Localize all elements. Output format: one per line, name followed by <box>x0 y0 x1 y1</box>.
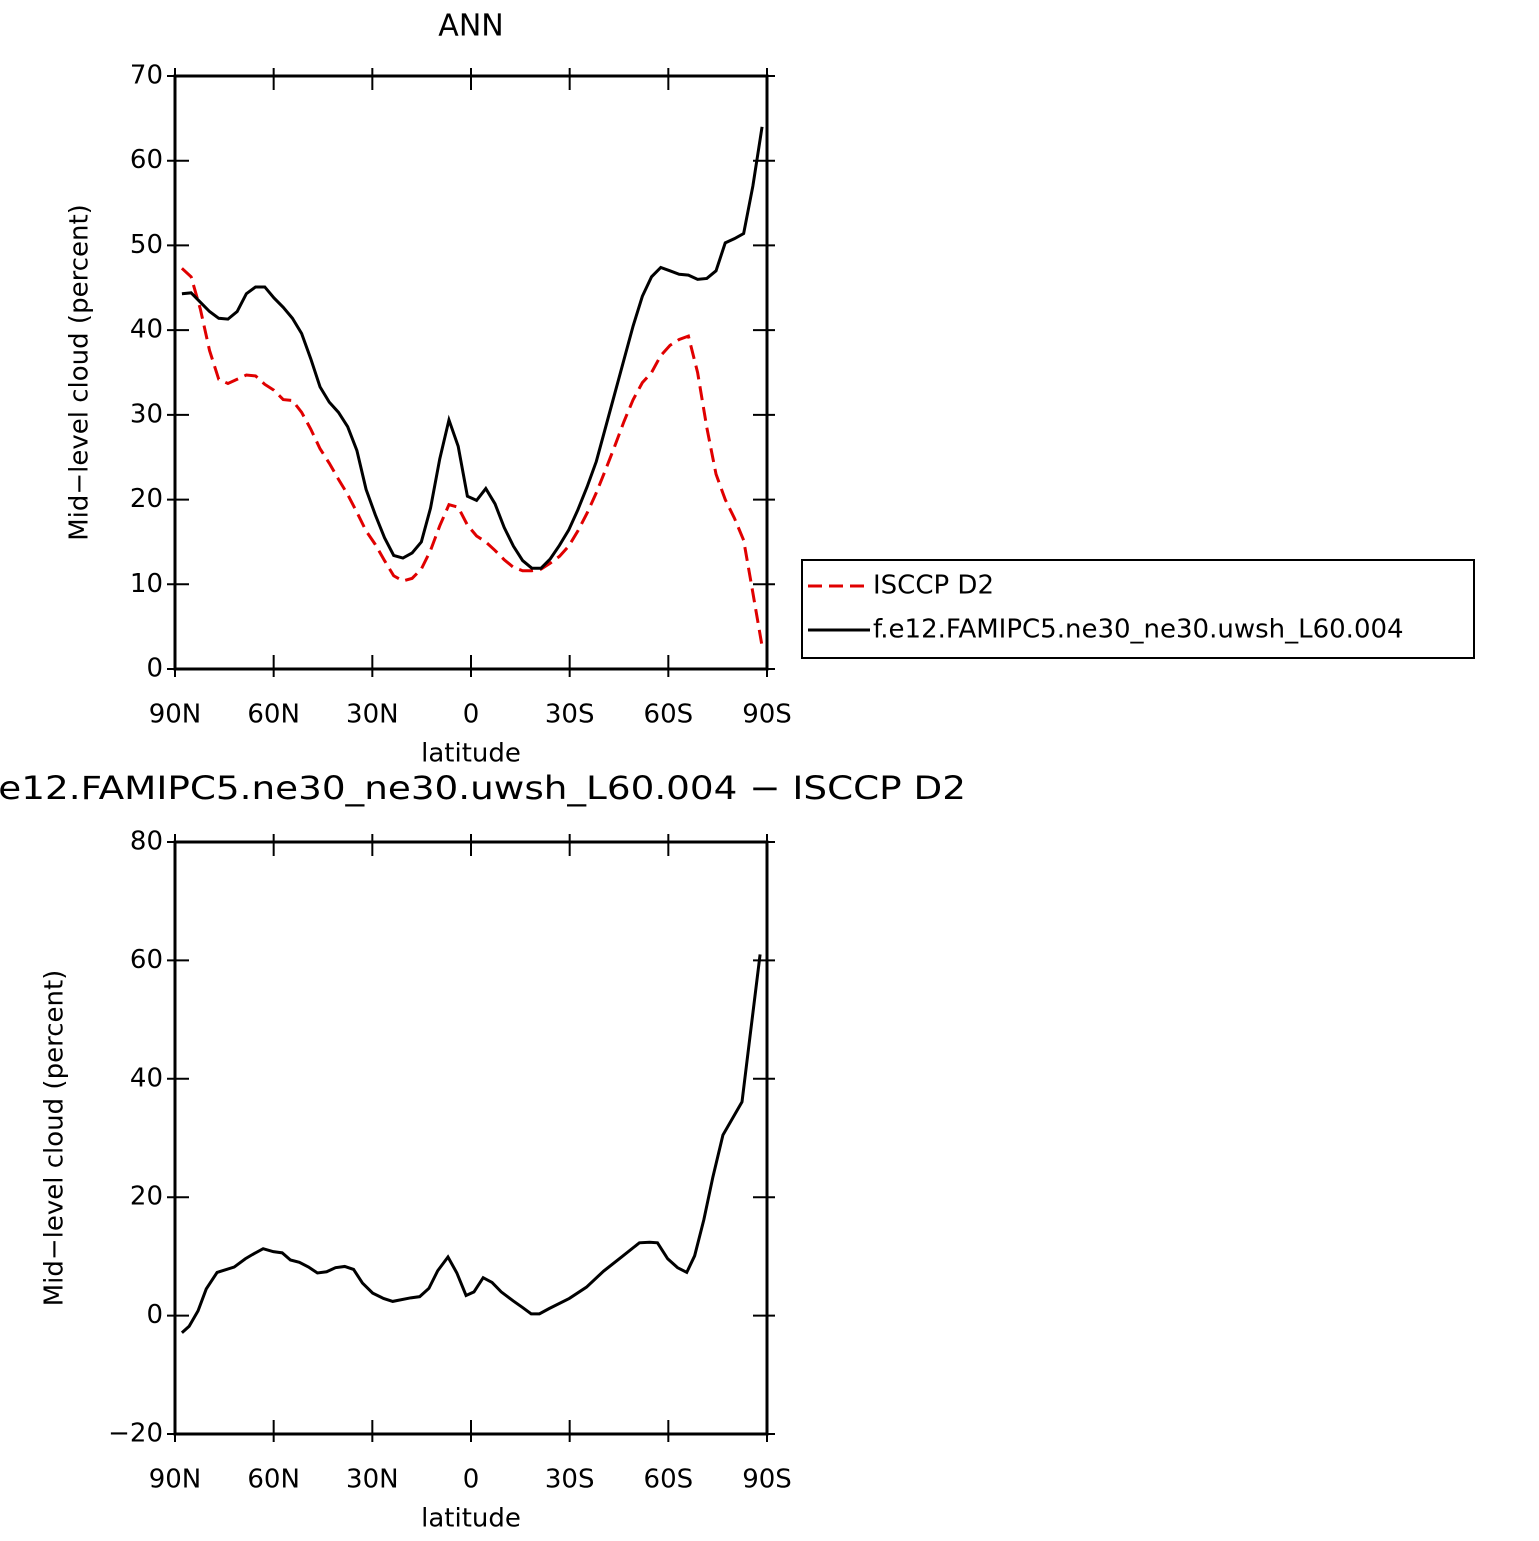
plot-frame <box>173 840 769 1436</box>
data-line <box>181 126 764 570</box>
y-tick-label: 0 <box>146 654 163 684</box>
chart-title: f.e12.FAMIPC5.ne30_ne30.uwsh_L60.004 − I… <box>0 769 966 807</box>
data-line <box>180 267 764 647</box>
y-tick-label: 50 <box>130 230 163 260</box>
y-tick-label: 60 <box>130 945 163 975</box>
y-tick-label: 40 <box>130 315 163 345</box>
y-tick-label: −20 <box>108 1419 163 1449</box>
y-tick-label: 60 <box>130 145 163 175</box>
x-tick-label: 30S <box>545 1465 595 1495</box>
x-tick-label: 90S <box>742 1465 792 1495</box>
chart-title: ANN <box>438 9 503 44</box>
y-tick-label: 0 <box>146 1300 163 1330</box>
y-tick-label: 80 <box>130 827 163 857</box>
y-tick-label: 20 <box>130 484 163 514</box>
x-tick-label: 90S <box>742 700 792 730</box>
x-tick-label: 90N <box>149 1465 202 1495</box>
y-axis-label: Mid−level cloud (percent) <box>65 204 95 541</box>
x-tick-label: 30N <box>346 700 399 730</box>
x-tick-label: 60S <box>644 700 694 730</box>
y-tick-label: 40 <box>130 1063 163 1093</box>
y-tick-label: 20 <box>130 1182 163 1212</box>
x-tick-label: 30N <box>346 1465 399 1495</box>
data-line <box>180 954 762 1334</box>
x-axis-label: latitude <box>421 739 521 769</box>
legend-box <box>801 559 1475 659</box>
y-tick-label: 70 <box>130 61 163 91</box>
legend-label: ISCCP D2 <box>873 571 994 601</box>
x-tick-label: 60N <box>247 1465 300 1495</box>
legend-label: f.e12.FAMIPC5.ne30_ne30.uwsh_L60.004 <box>873 615 1404 645</box>
y-tick-label: 30 <box>130 399 163 429</box>
y-axis-label: Mid−level cloud (percent) <box>40 970 70 1307</box>
x-tick-label: 0 <box>463 700 480 730</box>
x-axis-label: latitude <box>421 1504 521 1534</box>
x-tick-label: 60S <box>644 1465 694 1495</box>
x-tick-label: 30S <box>545 700 595 730</box>
x-tick-label: 0 <box>463 1465 480 1495</box>
plot-frame <box>173 74 769 671</box>
y-tick-label: 10 <box>130 569 163 599</box>
x-tick-label: 90N <box>149 700 202 730</box>
x-tick-label: 60N <box>247 700 300 730</box>
